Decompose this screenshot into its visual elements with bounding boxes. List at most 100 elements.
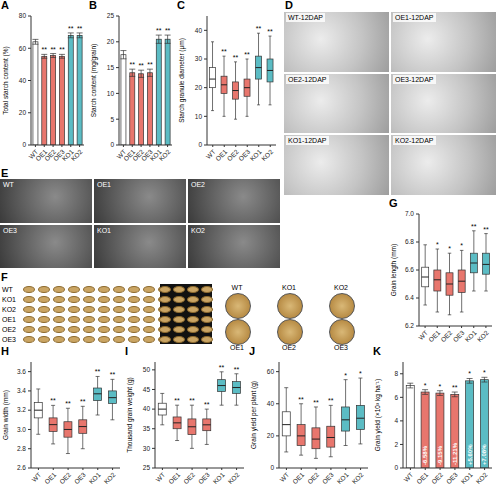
svg-text:**: ** [298,396,304,403]
svg-text:WT: WT [154,471,166,483]
svg-text:KO1: KO1 [460,471,474,485]
svg-text:*: * [460,242,463,249]
svg-text:30: 30 [195,55,203,62]
svg-text:OE3: OE3 [321,471,335,485]
svg-text:-9.15%: -9.15% [437,445,443,465]
svg-text:**: ** [77,25,83,32]
svg-text:**: ** [68,25,74,32]
svg-text:**: ** [156,27,162,34]
svg-text:**: ** [50,397,56,404]
svg-text:**: ** [219,364,225,371]
svg-text:Grain width (mm): Grain width (mm) [2,390,10,440]
svg-text:OE2: OE2 [430,471,444,485]
svg-text:3.2: 3.2 [17,406,26,413]
svg-text:**: ** [313,399,319,406]
svg-text:+7.08%: +7.08% [481,444,487,465]
svg-text:*: * [359,370,362,377]
svg-text:Thousand grain weight (g): Thousand grain weight (g) [126,377,134,453]
svg-text:Starch granule diameter (μm): Starch granule diameter (μm) [178,38,186,123]
svg-text:OE3: OE3 [237,148,251,162]
svg-text:**: ** [59,46,65,53]
svg-text:KO2: KO2 [157,148,171,162]
svg-text:*: * [439,383,442,390]
svg-text:WT: WT [30,471,42,483]
svg-text:Grain yield per plant (g): Grain yield per plant (g) [250,381,258,449]
svg-text:80: 80 [19,12,27,19]
svg-text:*: * [468,370,471,377]
svg-text:35: 35 [143,425,151,432]
svg-text:*: * [448,245,451,252]
svg-text:6.4: 6.4 [405,294,414,301]
svg-text:3.6: 3.6 [17,368,26,375]
svg-text:OE1: OE1 [214,148,228,162]
svg-text:2.8: 2.8 [17,445,26,452]
svg-text:**: ** [267,28,273,35]
svg-text:20: 20 [195,84,203,91]
svg-text:**: ** [65,400,71,407]
svg-text:WT: WT [402,471,414,483]
svg-text:**: ** [110,371,116,378]
svg-text:6.2: 6.2 [405,322,414,329]
svg-text:0: 0 [110,141,114,148]
svg-text:0: 0 [270,464,274,471]
svg-text:4: 4 [394,417,398,424]
svg-text:OE2: OE2 [306,471,320,485]
svg-text:10: 10 [195,113,203,120]
svg-text:Starch content (mg/grain): Starch content (mg/grain) [90,44,98,117]
svg-text:0: 0 [198,141,202,148]
svg-text:*: * [424,382,427,389]
svg-text:KO2: KO2 [226,471,240,485]
svg-text:KO2: KO2 [260,148,274,162]
svg-text:+5.60%: +5.60% [467,444,473,465]
svg-text:40: 40 [19,77,27,84]
svg-text:**: ** [189,397,195,404]
svg-text:OE3: OE3 [445,471,459,485]
svg-text:40: 40 [143,405,151,412]
svg-text:60: 60 [19,45,27,52]
svg-text:KO2: KO2 [350,471,364,485]
svg-text:KO2: KO2 [476,329,490,343]
svg-text:-11.21%: -11.21% [452,442,458,465]
svg-text:20: 20 [107,38,115,45]
svg-text:8: 8 [394,370,398,377]
svg-text:KO2: KO2 [474,471,488,485]
svg-text:40: 40 [195,27,203,34]
svg-text:**: ** [50,46,56,53]
svg-text:**: ** [234,366,240,373]
svg-text:20: 20 [267,432,275,439]
svg-text:**: ** [138,62,144,69]
svg-text:0: 0 [394,464,398,471]
svg-text:**: ** [483,226,489,233]
svg-text:Total starch content (%): Total starch content (%) [2,46,10,114]
svg-text:**: ** [174,397,180,404]
svg-text:OE1: OE1 [415,471,429,485]
svg-text:OE2: OE2 [58,471,72,485]
svg-text:**: ** [233,54,239,61]
svg-text:3.0: 3.0 [17,426,26,433]
svg-text:**: ** [328,397,334,404]
svg-text:*: * [483,369,486,376]
svg-text:7.0: 7.0 [405,210,414,217]
svg-text:KO1: KO1 [464,329,478,343]
svg-text:**: ** [80,398,86,405]
svg-text:**: ** [42,46,48,53]
svg-text:KO1: KO1 [212,471,226,485]
svg-text:OE1: OE1 [43,471,57,485]
svg-text:**: ** [221,48,227,55]
svg-text:**: ** [471,223,477,230]
svg-text:25: 25 [107,12,115,19]
svg-text:20: 20 [19,109,27,116]
svg-text:**: ** [204,401,210,408]
svg-text:**: ** [452,384,458,391]
svg-text:**: ** [165,27,171,34]
svg-text:OE1: OE1 [427,329,441,343]
svg-text:6: 6 [394,394,398,401]
svg-text:OE1: OE1 [167,471,181,485]
svg-text:6.8: 6.8 [405,238,414,245]
svg-text:**: ** [147,61,153,68]
svg-text:40: 40 [267,400,275,407]
svg-text:3.4: 3.4 [17,387,26,394]
svg-text:5: 5 [110,116,114,123]
svg-text:45: 45 [143,386,151,393]
svg-text:60: 60 [267,368,275,375]
